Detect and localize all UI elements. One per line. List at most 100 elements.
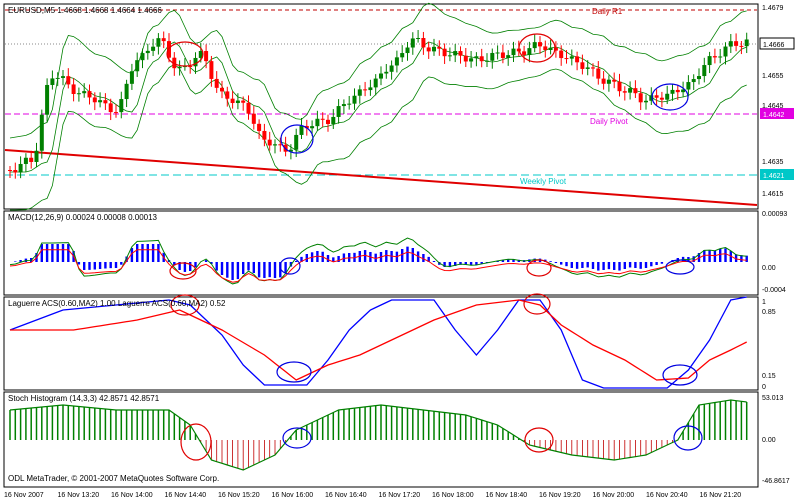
candle-body <box>728 41 733 47</box>
candle-body <box>495 52 500 54</box>
candle-body <box>29 157 34 162</box>
pivot-price-tag-text: 1.4642 <box>763 112 785 119</box>
candle-body <box>575 56 580 63</box>
candle-body <box>432 46 436 52</box>
candle-body <box>421 38 426 48</box>
candle-body <box>654 95 659 98</box>
candle-body <box>659 97 664 100</box>
candle-body <box>92 97 97 103</box>
candle-body <box>712 56 717 58</box>
candle-body <box>379 73 383 79</box>
price-label: 1.4645 <box>762 103 784 110</box>
candle-body <box>193 57 198 67</box>
candle-body <box>129 71 134 84</box>
candle-body <box>23 157 28 164</box>
candle-body <box>357 89 362 96</box>
time-label: 16 Nov 13:20 <box>58 492 100 499</box>
macd-line <box>9 237 747 285</box>
red-signal-circle <box>526 259 552 277</box>
candle-body <box>294 134 299 150</box>
time-label: 16 Nov 19:20 <box>539 492 581 499</box>
candle-body <box>622 91 627 93</box>
candle-body <box>469 58 474 62</box>
candle-body <box>98 100 103 103</box>
candle-body <box>320 118 325 120</box>
candle-body <box>13 170 18 173</box>
red-signal-circle <box>523 293 551 315</box>
price-label: 1.4615 <box>762 191 784 198</box>
time-label: 16 Nov 15:20 <box>218 492 260 499</box>
candle-body <box>61 76 65 78</box>
candle-body <box>559 50 564 59</box>
candle-body <box>373 78 378 88</box>
candle-body <box>257 123 262 131</box>
laguerre-panel[interactable]: Laguerre ACS(0.60,MA2) 1.00 Laguerre ACS… <box>3 293 759 391</box>
candle-body <box>326 119 330 124</box>
candle-body <box>437 46 442 49</box>
time-label: 16 Nov 20:00 <box>593 492 635 499</box>
candle-body <box>697 76 701 80</box>
candle-body <box>617 81 622 92</box>
candle-body <box>34 150 39 162</box>
middle-band <box>10 41 747 173</box>
candle-body <box>485 60 489 62</box>
candle-body <box>251 113 256 124</box>
candle-body <box>596 68 601 79</box>
candle-body <box>633 88 638 94</box>
time-label: 16 Nov 14:00 <box>111 492 153 499</box>
weekly-price-tag <box>760 169 794 180</box>
candle-body <box>389 65 394 72</box>
candle-body <box>400 53 405 58</box>
candle-body <box>564 58 569 60</box>
candle-body <box>145 50 150 54</box>
time-label: 16 Nov 2007 <box>4 492 44 499</box>
stoch-scale-label: -46.8617 <box>762 478 790 485</box>
time-label: 16 Nov 18:40 <box>486 492 528 499</box>
candle-body <box>71 84 76 94</box>
time-label: 16 Nov 18:00 <box>432 492 474 499</box>
candle-body <box>172 57 177 69</box>
candle-body <box>681 89 686 93</box>
daily-pivot-label: Daily Pivot <box>590 117 629 126</box>
candle-body <box>341 104 346 107</box>
stoch-panel[interactable]: Stoch Histogram (14,3,3) 42.8571 42.8571… <box>3 391 759 488</box>
candle-body <box>273 144 277 146</box>
candle-body <box>463 55 468 62</box>
blue-signal-circle <box>665 259 695 275</box>
candle-body <box>670 89 675 94</box>
candle-body <box>304 125 309 129</box>
candle-body <box>734 41 739 46</box>
candle-body <box>214 78 219 88</box>
candle-body <box>686 82 691 90</box>
copyright-text: ODL MetaTrader, © 2001-2007 MetaQuotes S… <box>8 474 219 483</box>
candle-body <box>151 46 156 51</box>
laguerre-title: Laguerre ACS(0.60,MA2) 1.00 Laguerre ACS… <box>8 299 226 308</box>
candle-body <box>718 56 723 58</box>
candle-body <box>744 39 749 47</box>
candle-body <box>665 93 670 100</box>
candle-body <box>198 51 203 58</box>
stoch-scale-label: 0.00 <box>762 437 776 444</box>
candle-body <box>87 91 92 98</box>
time-label: 16 Nov 20:40 <box>646 492 688 499</box>
candle-body <box>135 60 140 72</box>
blue-signal-circle <box>282 427 312 449</box>
candle-body <box>156 38 161 47</box>
candle-body <box>82 91 87 94</box>
blue-signal-circle <box>673 425 703 451</box>
candle-body <box>45 84 50 115</box>
stoch-title: Stoch Histogram (14,3,3) 42.8571 42.8571 <box>8 394 160 403</box>
candle-body <box>66 76 71 85</box>
blue-signal-circle <box>279 257 301 275</box>
red-signal-circle <box>169 262 197 280</box>
candle-body <box>500 52 505 58</box>
lag-scale-label: 0.85 <box>762 309 776 316</box>
candle-body <box>416 38 421 40</box>
laguerre-red-line <box>10 299 747 381</box>
macd-panel[interactable]: MACD(12,26,9) 0.00024 0.00008 0.00013 <box>3 210 759 296</box>
blue-signal-circle <box>276 361 312 383</box>
chart-title: EURUSD,M5 1.4668 1.4668 1.4664 1.4666 <box>8 6 162 15</box>
main-price-panel[interactable]: EURUSD,M5 1.4668 1.4668 1.4664 1.4666 Da… <box>3 2 759 211</box>
time-label: 16 Nov 17:20 <box>379 492 421 499</box>
